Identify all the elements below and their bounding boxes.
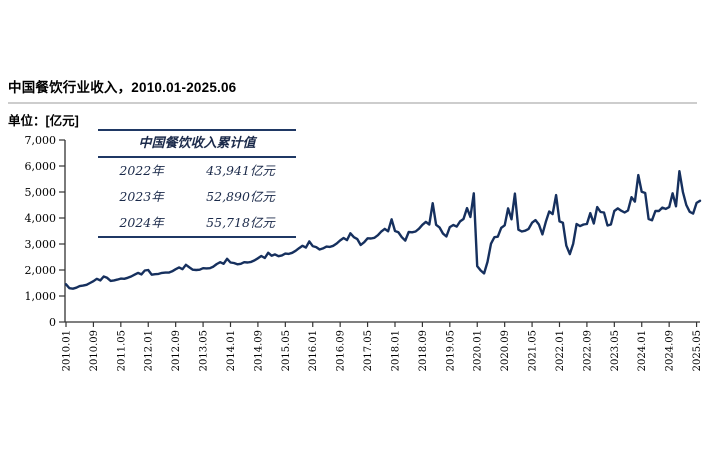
chart-title: 中国餐饮行业收入，2010.01-2025.06 [8,80,237,95]
x-tick-label: 2020.09 [500,330,511,371]
table-year: 2024年 [119,215,164,230]
y-tick-label: 3,000 [25,238,57,251]
table-row: 2022年 43,941亿元 [98,158,296,184]
x-tick-label: 2024.01 [637,330,648,371]
y-tick-label: 4,000 [25,212,57,225]
x-tick-label: 2012.09 [171,330,182,371]
x-tick-label: 2022.09 [582,330,593,371]
table-value: 52,890亿元 [206,189,275,204]
x-tick-label: 2016.01 [308,330,319,371]
x-tick-label: 2018.09 [418,330,429,371]
x-tick-label: 2021.05 [528,330,539,371]
x-tick-label: 2015.05 [281,330,292,371]
y-tick-label: 0 [49,316,56,329]
x-tick-label: 2017.05 [363,330,374,371]
title-divider [8,102,697,104]
x-tick-label: 2016.09 [336,330,347,371]
x-tick-label: 2018.01 [390,330,401,371]
x-tick-label: 2024.09 [665,330,676,371]
y-tick-label: 7,000 [25,134,57,147]
table-year: 2023年 [119,189,164,204]
x-tick-label: 2011.05 [116,330,127,371]
table-row: 2024年 55,718亿元 [98,210,296,236]
table-row: 2023年 52,890亿元 [98,184,296,210]
unit-label: 单位：[亿元] [8,114,79,128]
x-tick-label: 2012.01 [144,330,155,371]
x-tick-label: 2022.01 [555,330,566,371]
table-year: 2022年 [119,163,164,178]
cumulative-revenue-table: 中国餐饮收入累计值 2022年 43,941亿元 2023年 52,890亿元 … [98,129,296,238]
x-tick-label: 2019.05 [445,330,456,371]
x-tick-label: 2010.01 [62,330,73,371]
x-tick-label: 2014.01 [226,330,237,371]
y-tick-label: 1,000 [25,290,57,303]
x-tick-label: 2025.05 [692,330,703,371]
y-tick-label: 6,000 [25,160,57,173]
table-value: 55,718亿元 [206,215,275,230]
y-tick-label: 2,000 [25,264,57,277]
x-tick-label: 2020.01 [473,330,484,371]
x-tick-label: 2013.05 [199,330,210,371]
revenue-series-line [64,169,702,290]
x-tick-label: 2023.05 [610,330,621,371]
x-tick-label: 2014.09 [253,330,264,371]
table-title: 中国餐饮收入累计值 [98,131,296,158]
y-tick-label: 5,000 [25,186,57,199]
x-tick-label: 2010.09 [89,330,100,371]
table-value: 43,941亿元 [206,163,275,178]
